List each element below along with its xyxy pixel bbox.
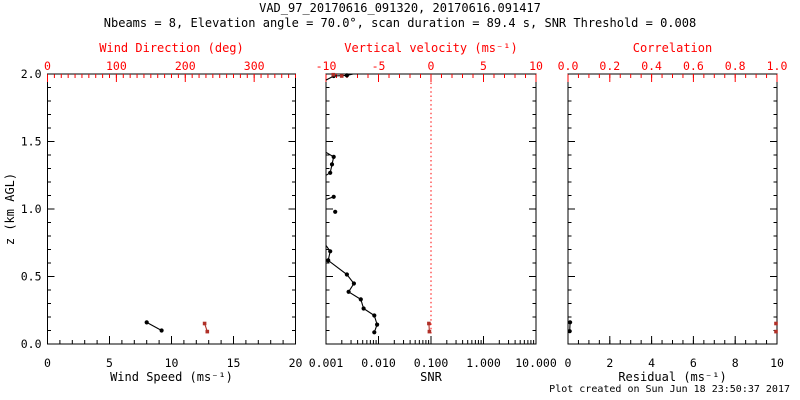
y-tick-label: 2.0 bbox=[21, 67, 42, 81]
snr-axis-title: SNR bbox=[420, 370, 442, 384]
bottom-tick-label: 4 bbox=[648, 356, 655, 370]
wind-speed-series bbox=[144, 320, 164, 333]
bottom-tick-label: 8 bbox=[732, 356, 739, 370]
bottom-tick-label: 2 bbox=[606, 356, 613, 370]
bottom-tick-label: 0.100 bbox=[414, 356, 449, 370]
y-tick-label: 1.5 bbox=[21, 135, 42, 149]
top-axis-ticks: 0 100 200 300 bbox=[44, 59, 296, 82]
top-tick-label: -10 bbox=[316, 59, 337, 73]
panel-frame bbox=[325, 73, 537, 345]
bottom-tick-label: 0 bbox=[565, 356, 572, 370]
y-tick-label: 0.5 bbox=[21, 270, 42, 284]
snr-profile-point bbox=[372, 313, 377, 318]
wind-direction-series bbox=[202, 321, 210, 334]
snr-profile-point bbox=[331, 154, 336, 159]
snr-profile-point bbox=[361, 306, 366, 311]
top-axis-ticks: 0.0 0.2 0.4 0.6 0.8 1.0 bbox=[558, 59, 788, 82]
top-tick-label: 300 bbox=[244, 59, 265, 73]
snr-profile-point bbox=[344, 272, 349, 277]
y-axis-ticks bbox=[326, 73, 536, 345]
wind-speed-line bbox=[146, 321, 162, 331]
wind-direction-axis-title: Wind Direction (deg) bbox=[99, 41, 244, 55]
bottom-tick-label: 5 bbox=[106, 356, 113, 370]
snr-profile-point bbox=[346, 289, 351, 294]
correlation-point bbox=[774, 321, 778, 326]
bottom-tick-label: 15 bbox=[227, 356, 241, 370]
vertical-velocity-point bbox=[339, 74, 344, 78]
top-tick-label: 10 bbox=[529, 59, 543, 73]
z-axis-title: z (km AGL) bbox=[3, 172, 17, 246]
bottom-axis-ticks: 0 5 10 15 20 bbox=[44, 336, 302, 370]
vertical-velocity-axis-title: Vertical velocity (ms⁻¹) bbox=[344, 41, 518, 55]
vertical-velocity-series bbox=[331, 72, 432, 334]
top-tick-label: 0 bbox=[428, 59, 435, 73]
snr-profile-point bbox=[326, 258, 331, 263]
snr-profile-point bbox=[344, 73, 349, 78]
top-tick-label: 100 bbox=[106, 59, 127, 73]
panel-2: 0.001 0.010 0.100 1.000 10.000 -10 -5 0 5 10 bbox=[309, 59, 557, 370]
bottom-axis-ticks: 0.001 0.010 0.100 1.000 10.000 bbox=[309, 336, 557, 370]
bottom-tick-label: 10.000 bbox=[515, 356, 557, 370]
top-tick-label: -5 bbox=[372, 59, 386, 73]
wind-direction-point bbox=[202, 321, 207, 326]
top-tick-label: 0.8 bbox=[725, 59, 746, 73]
snr-profile-point bbox=[358, 297, 363, 302]
bottom-tick-label: 0.010 bbox=[361, 356, 396, 370]
top-axis-ticks: -10 -5 0 5 10 bbox=[316, 59, 543, 82]
vertical-velocity-point bbox=[331, 72, 336, 77]
correlation-axis-title: Correlation bbox=[632, 41, 713, 55]
plot-subtitle: Nbeams = 8, Elevation angle = 70.0°, sca… bbox=[103, 16, 697, 30]
snr-profile-point bbox=[331, 194, 336, 199]
snr-profile-line bbox=[325, 245, 378, 333]
bottom-tick-label: 0.001 bbox=[309, 356, 344, 370]
top-tick-label: 0.0 bbox=[558, 59, 579, 73]
top-tick-label: 200 bbox=[175, 59, 196, 73]
vertical-velocity-point bbox=[427, 329, 432, 334]
wind-speed-point bbox=[159, 328, 164, 333]
wind-speed-point bbox=[144, 320, 149, 325]
bottom-tick-label: 20 bbox=[289, 356, 303, 370]
bottom-tick-label: 0 bbox=[44, 356, 51, 370]
bottom-tick-label: 6 bbox=[690, 356, 697, 370]
top-tick-label: 1.0 bbox=[767, 59, 788, 73]
panel-frame bbox=[47, 73, 296, 345]
snr-profile-point bbox=[372, 330, 377, 335]
bottom-axis-ticks: 0 2 4 6 8 10 bbox=[565, 336, 784, 370]
snr-profile-point bbox=[333, 209, 338, 214]
panel-3: 0 2 4 6 8 10 0.0 0.2 0.4 0.6 0.8 1.0 bbox=[558, 59, 788, 370]
plot-created-timestamp: Plot created on Sun Jun 18 23:50:37 2017 bbox=[549, 384, 790, 395]
snr-profile-point bbox=[351, 281, 356, 286]
y-tick-label: 1.0 bbox=[21, 202, 42, 216]
panel-frame bbox=[567, 73, 778, 345]
snr-profile-point bbox=[328, 249, 333, 254]
y-tick-label: 0.0 bbox=[21, 337, 42, 351]
bottom-tick-label: 1.000 bbox=[466, 356, 501, 370]
residual-point bbox=[567, 329, 572, 334]
top-tick-label: 5 bbox=[480, 59, 487, 73]
y-axis-ticks: 0.0 0.5 1.0 1.5 2.0 bbox=[21, 67, 296, 351]
top-tick-label: 0.4 bbox=[641, 59, 662, 73]
plot-title: VAD_97_20170616_091320, 20170616.091417 bbox=[259, 1, 541, 15]
bottom-tick-label: 10 bbox=[165, 356, 179, 370]
snr-profile-point bbox=[328, 170, 333, 175]
bottom-tick-label: 10 bbox=[770, 356, 784, 370]
residual-axis-title: Residual (ms⁻¹) bbox=[618, 370, 727, 384]
y-axis-ticks bbox=[568, 73, 777, 345]
wind-direction-point bbox=[205, 329, 210, 334]
residual-series bbox=[567, 320, 573, 334]
correlation-series bbox=[774, 321, 778, 334]
snr-profile-point bbox=[375, 322, 380, 327]
top-tick-label: 0.2 bbox=[599, 59, 620, 73]
top-tick-label: 0 bbox=[44, 59, 51, 73]
residual-point bbox=[568, 320, 573, 325]
correlation-point bbox=[774, 329, 778, 334]
top-tick-label: 0.6 bbox=[683, 59, 704, 73]
vertical-velocity-point bbox=[427, 321, 431, 326]
snr-profile-point bbox=[329, 162, 335, 167]
wind-speed-axis-title: Wind Speed (ms⁻¹) bbox=[110, 370, 233, 384]
snr-profile-series bbox=[325, 73, 380, 335]
